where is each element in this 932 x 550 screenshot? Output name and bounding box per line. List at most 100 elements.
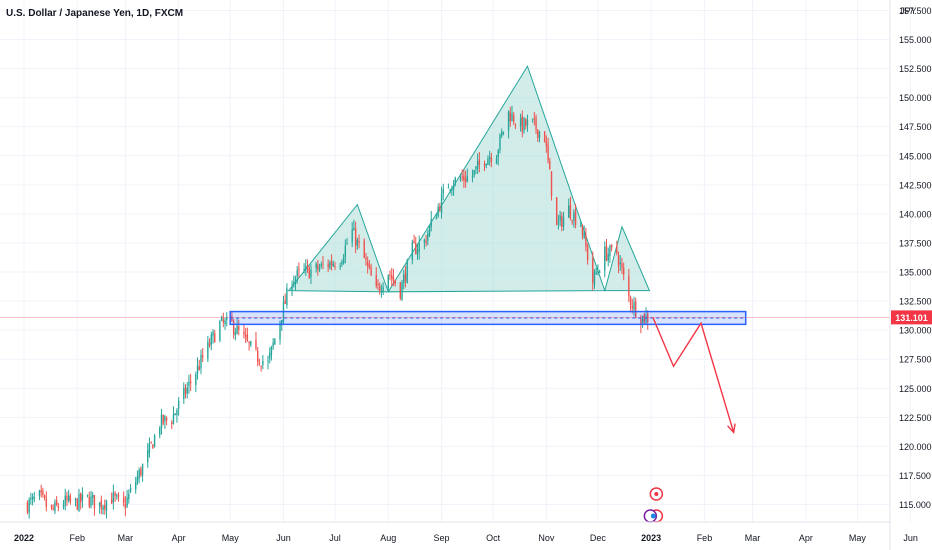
candle-body <box>365 257 367 261</box>
candle-body <box>124 503 127 509</box>
candle-body <box>320 263 322 267</box>
candle-body <box>399 282 402 299</box>
y-tick-label: 117.500 <box>899 471 931 481</box>
candle-body <box>86 494 89 496</box>
candle-body <box>533 117 536 119</box>
x-tick-label: Jul <box>329 533 341 543</box>
candle-body <box>129 487 132 492</box>
y-tick-label: 122.500 <box>899 413 932 423</box>
candle-body <box>416 249 419 255</box>
candle-body <box>262 360 264 366</box>
candle-body <box>43 495 46 499</box>
candle-body <box>93 495 96 509</box>
x-tick-label: Feb <box>697 533 713 543</box>
candle-body <box>370 267 372 276</box>
candle-body <box>580 225 582 227</box>
candle-body <box>368 264 371 268</box>
candle-body <box>466 175 469 182</box>
candle-body <box>69 496 72 502</box>
candle-body <box>62 504 65 508</box>
candle-body <box>519 117 522 127</box>
candle-body <box>66 495 68 501</box>
candle-body <box>631 305 633 308</box>
candle-body <box>200 354 202 369</box>
candle-body <box>298 268 300 270</box>
candle-body <box>391 275 393 279</box>
overlay-layer <box>0 310 890 523</box>
candle-body <box>317 264 319 270</box>
candle-body <box>640 318 642 326</box>
x-tick-label: Apr <box>799 533 813 543</box>
candle-body <box>81 494 84 501</box>
candle-body <box>162 414 164 424</box>
symbol-title: U.S. Dollar / Japanese Yen, 1D, FXCM <box>6 8 184 19</box>
time-axis[interactable]: 2022 Feb Mar Apr May Jun Jul Aug Sep Oct Nov Dec 202… <box>0 521 918 543</box>
candle-body <box>172 414 175 424</box>
candle-body <box>595 272 597 274</box>
candles-layer <box>26 105 649 519</box>
candle-body <box>80 493 82 503</box>
candle-body <box>452 185 455 190</box>
candle-body <box>136 476 139 483</box>
y-tick-label: 132.500 <box>899 297 932 307</box>
candle-body <box>403 274 405 284</box>
candle-body <box>459 178 462 180</box>
candle-body <box>116 495 118 497</box>
candle-body <box>413 241 415 244</box>
candle-body <box>315 263 317 268</box>
candle-body <box>164 416 166 422</box>
candle-body <box>502 131 505 134</box>
candle-body <box>423 239 426 243</box>
candle-body <box>152 444 154 449</box>
candle-body <box>330 261 333 266</box>
candle-body <box>633 302 635 310</box>
candle-body <box>140 468 142 476</box>
candle-body <box>308 267 310 279</box>
candle-body <box>339 265 341 267</box>
candle-body <box>329 262 331 269</box>
candle-body <box>165 417 168 421</box>
candle-body <box>573 212 575 221</box>
x-tick-label: Feb <box>70 533 86 543</box>
candle-body <box>270 346 273 355</box>
candle-body <box>78 493 80 511</box>
candle-body <box>550 171 553 196</box>
candle-body <box>616 246 618 254</box>
candle-body <box>617 255 620 266</box>
candle-body <box>447 187 450 189</box>
candle-body <box>378 286 381 292</box>
candle-body <box>243 331 245 335</box>
candle-body <box>513 115 515 123</box>
candle-body <box>461 176 463 178</box>
price-tag-label: 131.101 <box>895 313 928 323</box>
candle-body <box>112 492 115 502</box>
candle-body <box>495 158 498 164</box>
candle-body <box>454 178 456 185</box>
candle-body <box>366 262 369 266</box>
candle-body <box>30 498 32 500</box>
candle-body <box>392 276 395 281</box>
candle-body <box>248 342 250 344</box>
candle-body <box>555 197 558 225</box>
candle-body <box>547 144 549 161</box>
candle-body <box>535 117 537 130</box>
candle-body <box>28 499 30 513</box>
candle-body <box>351 229 353 243</box>
candle-body <box>305 265 307 271</box>
price-axis[interactable]: 157.500 155.000 152.500 150.000 147.500 145.0… <box>889 0 932 550</box>
candle-body <box>545 142 548 146</box>
candle-body <box>50 504 53 508</box>
candle-body <box>250 341 252 345</box>
left-shoulder-triangle <box>287 203 389 293</box>
y-tick-label: 140.000 <box>899 209 932 219</box>
candle-body <box>509 112 511 122</box>
right-shoulder-triangle <box>604 225 651 292</box>
candle-body <box>476 161 479 169</box>
y-tick-label: 142.500 <box>899 180 932 190</box>
candle-body <box>354 228 357 246</box>
candle-body <box>537 129 539 138</box>
candle-body <box>128 493 130 500</box>
candle-body <box>153 435 156 447</box>
candle-body <box>483 163 486 166</box>
